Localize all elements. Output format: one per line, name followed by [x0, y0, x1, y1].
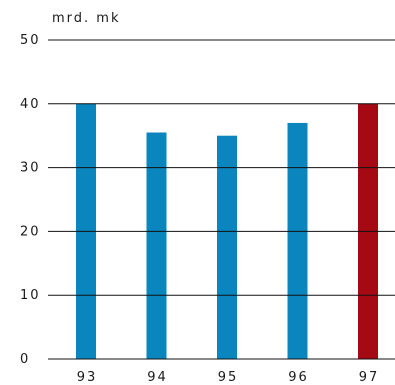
y-tick-label: 50	[20, 33, 41, 48]
y-axis-label: mrd. mk	[52, 11, 121, 26]
bar-96	[287, 122, 308, 359]
x-tick-label: 96	[288, 370, 309, 385]
y-tick-label: 40	[20, 97, 41, 112]
x-tick-label: 95	[218, 370, 239, 385]
gridlines	[48, 39, 395, 360]
y-tick-label: 30	[20, 161, 41, 176]
bar-94	[146, 132, 167, 359]
y-tick-label: 0	[20, 352, 30, 367]
x-tick-label: 93	[77, 370, 98, 385]
x-tick-label: 94	[147, 370, 168, 385]
y-tick-label: 10	[20, 288, 41, 303]
y-tick-labels: 0 10 20 30 40 50	[20, 33, 41, 367]
bar-95	[217, 135, 237, 359]
x-tick-labels: 93 94 95 96 97	[77, 370, 380, 385]
y-tick-label: 20	[20, 224, 41, 239]
x-tick-label: 97	[359, 370, 380, 385]
